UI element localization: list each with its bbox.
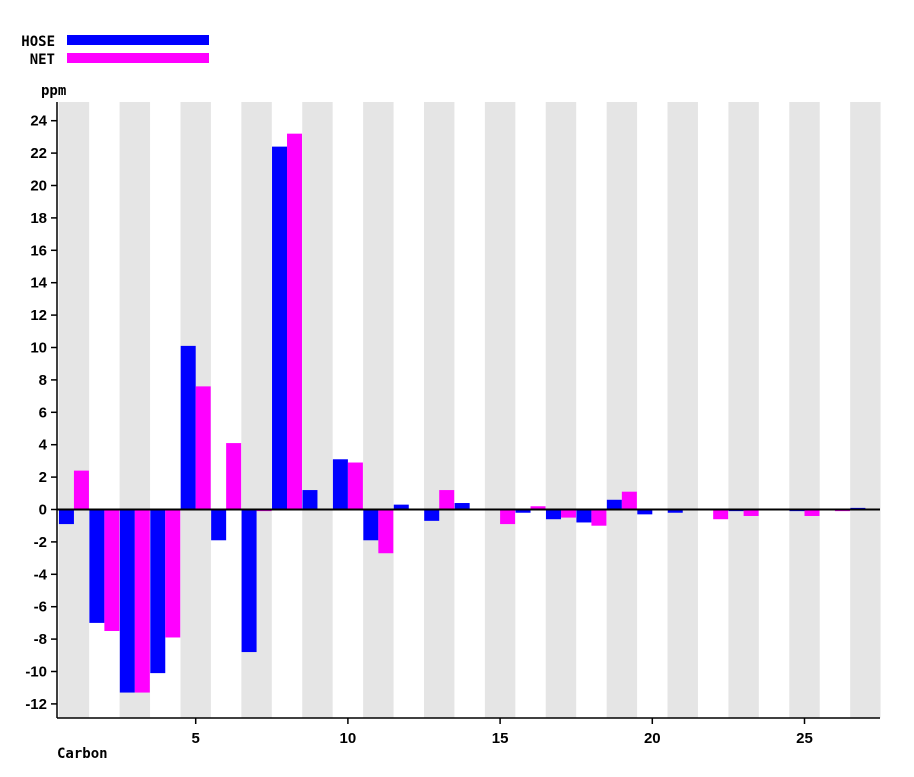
- y-tick-label: 14: [30, 275, 47, 292]
- bar-net-carbon-23: [743, 509, 759, 516]
- x-tick-label: 10: [340, 730, 357, 747]
- band-carbon-9: [302, 102, 333, 718]
- axes: [56, 102, 880, 719]
- bar-net-carbon-22: [713, 509, 729, 520]
- legend-swatch-net: [67, 53, 209, 63]
- bar-hose-carbon-16: [515, 509, 531, 513]
- y-tick-label: 18: [30, 210, 47, 227]
- band-carbon-21: [667, 102, 698, 718]
- bar-hose-carbon-1: [58, 509, 74, 525]
- y-tick-label: 4: [39, 437, 48, 454]
- band-carbon-23: [728, 102, 759, 718]
- y-tick-label: 20: [30, 178, 47, 195]
- band-carbon-11: [363, 102, 394, 718]
- bar-hose-carbon-5: [180, 345, 196, 510]
- bar-hose-carbon-3: [119, 509, 135, 693]
- background-bands: [58, 102, 881, 718]
- bar-net-carbon-11: [378, 509, 394, 554]
- y-tick-label: -4: [34, 566, 48, 583]
- bar-hose-carbon-7: [241, 509, 257, 653]
- bar-net-carbon-2: [104, 509, 120, 631]
- y-tick-label: 12: [30, 307, 47, 324]
- y-axis-title: ppm: [41, 83, 66, 99]
- legend: HOSE NET: [21, 34, 209, 68]
- x-tick-label: 5: [192, 730, 200, 747]
- bar-net-carbon-19: [621, 491, 637, 510]
- bar-hose-carbon-13: [424, 509, 440, 521]
- bar-hose-carbon-10: [332, 459, 348, 510]
- y-tick-label: 8: [39, 372, 47, 389]
- band-carbon-27: [850, 102, 881, 718]
- y-tick-label: 22: [30, 145, 47, 162]
- legend-label-hose: HOSE: [21, 34, 55, 50]
- bar-net-carbon-15: [500, 509, 516, 525]
- band-carbon-1: [58, 102, 90, 718]
- bar-hose-carbon-17: [545, 509, 561, 520]
- bars: [58, 133, 866, 693]
- y-tick-label: -8: [34, 631, 47, 648]
- bar-net-carbon-3: [134, 509, 150, 693]
- y-tick-label: 24: [30, 113, 47, 130]
- bar-net-carbon-8: [287, 133, 303, 510]
- bar-hose-carbon-9: [302, 490, 318, 510]
- bar-net-carbon-6: [226, 443, 242, 510]
- bar-hose-carbon-2: [89, 509, 105, 623]
- bar-net-carbon-25: [804, 509, 820, 516]
- bar-net-carbon-1: [73, 470, 89, 510]
- bar-net-carbon-5: [195, 386, 211, 510]
- y-tick-label: 16: [30, 242, 47, 259]
- x-tick-label: 25: [796, 730, 813, 747]
- x-ticks: 5 10 15 20 25: [192, 718, 813, 747]
- bar-net-carbon-18: [591, 509, 607, 526]
- y-tick-label: 6: [39, 404, 47, 421]
- bar-hose-carbon-8: [272, 146, 288, 510]
- y-tick-label: 0: [39, 502, 47, 519]
- legend-swatch-hose: [67, 35, 209, 45]
- y-tick-label: 2: [39, 469, 47, 486]
- bar-hose-carbon-20: [637, 509, 653, 515]
- bar-hose-carbon-21: [667, 509, 683, 513]
- band-carbon-17: [545, 102, 577, 718]
- band-carbon-19: [606, 102, 638, 718]
- y-tick-label: 10: [30, 340, 47, 357]
- bar-net-carbon-17: [560, 509, 576, 518]
- bar-hose-carbon-12: [393, 504, 409, 510]
- y-tick-label: -6: [34, 599, 47, 616]
- x-tick-label: 15: [492, 730, 509, 747]
- y-tick-label: -10: [25, 664, 47, 681]
- x-tick-label: 20: [644, 730, 661, 747]
- bar-net-carbon-10: [347, 462, 363, 510]
- band-carbon-13: [424, 102, 455, 718]
- bar-net-carbon-16: [530, 506, 546, 510]
- y-tick-label: -2: [34, 534, 47, 551]
- bar-hose-carbon-14: [454, 503, 470, 510]
- bar-hose-carbon-19: [606, 499, 622, 510]
- legend-label-net: NET: [30, 52, 55, 68]
- band-carbon-15: [484, 102, 516, 718]
- bar-hose-carbon-6: [211, 509, 227, 541]
- bar-hose-carbon-4: [150, 509, 166, 674]
- bar-hose-carbon-18: [576, 509, 592, 523]
- bar-hose-carbon-11: [363, 509, 379, 541]
- y-tick-label: -12: [25, 696, 47, 713]
- x-axis-title: Carbon: [57, 746, 108, 762]
- bar-net-carbon-4: [165, 509, 181, 638]
- bar-net-carbon-13: [439, 490, 455, 510]
- band-carbon-25: [789, 102, 820, 718]
